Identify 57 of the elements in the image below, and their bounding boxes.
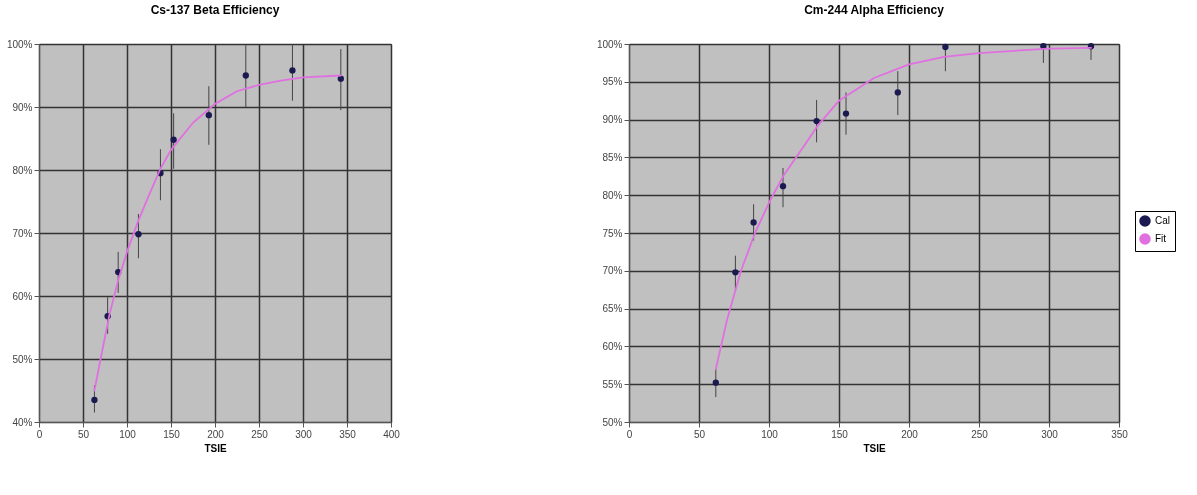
x-tick-label: 200 [901,428,919,440]
x-tick-label: 300 [295,428,313,440]
y-tick-label: 95% [602,76,623,88]
x-tick-label: 250 [971,428,989,440]
point [813,117,820,125]
y-tick-label: 90% [12,101,33,113]
y-tick-label: 75% [602,227,623,239]
point [205,112,212,119]
x-tick-label: 150 [831,428,849,440]
y-tick-label: 50% [602,416,623,428]
point [842,110,850,117]
y-tick-label: 100% [6,38,33,50]
x-tick-label: 0 [626,428,633,440]
x-axis-title: TSIE [204,442,227,454]
y-tick-label: 80% [602,189,623,201]
x-tick-label: 300 [1041,428,1059,440]
x-axis-title: TSIE [863,442,886,454]
point [779,182,787,190]
point [289,67,296,74]
x-tick-label: 200 [207,428,225,440]
point [732,269,739,276]
legend-label: Fit [1155,233,1167,244]
y-tick-label: 60% [602,340,623,352]
point [942,43,949,51]
x-tick-label: 100 [119,428,137,440]
x-tick-label: 400 [383,428,401,440]
chart-title: Cs-137 Beta Efficiency [150,3,280,17]
y-tick-label: 60% [12,290,33,302]
chart-title: Cm-244 Alpha Efficiency [804,3,945,17]
y-tick-label: 70% [602,265,623,277]
point [712,379,719,386]
y-tick-label: 100% [596,38,623,50]
y-tick-label: 80% [12,164,33,176]
point [135,231,142,238]
y-tick-label: 55% [602,378,623,390]
x-tick-label: 0 [36,428,43,440]
point [242,72,249,79]
x-tick-label: 50 [693,428,706,440]
y-tick-label: 85% [602,151,623,163]
y-tick-label: 90% [602,114,623,126]
legend-label: Cal [1155,215,1171,226]
x-tick-label: 350 [1111,428,1129,440]
x-tick-label: 150 [163,428,181,440]
x-tick-label: 350 [339,428,357,440]
point [170,136,177,143]
x-tick-label: 250 [251,428,269,440]
point [337,75,344,82]
y-tick-label: 40% [12,416,33,428]
line-series [93,74,342,392]
y-tick-label: 70% [12,227,33,239]
point [894,89,901,96]
y-tick-label: 50% [12,353,33,365]
x-tick-label: 100 [761,428,779,440]
point [750,219,757,226]
x-tick-label: 50 [77,428,90,440]
y-tick-label: 65% [602,303,623,315]
point [91,396,98,404]
